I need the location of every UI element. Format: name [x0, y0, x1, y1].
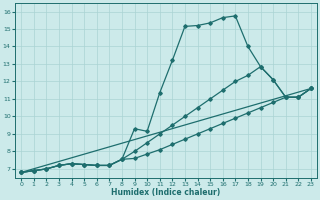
X-axis label: Humidex (Indice chaleur): Humidex (Indice chaleur) [111, 188, 221, 197]
